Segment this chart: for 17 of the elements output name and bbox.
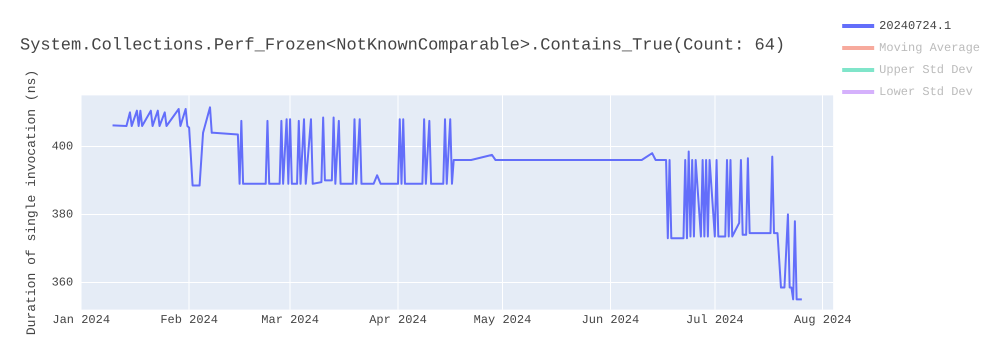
x-tick-label: Jun 2024	[582, 312, 640, 327]
legend-label: Lower Std Dev	[879, 85, 973, 100]
y-tick-label: 400	[52, 140, 74, 154]
y-axis-title: Duration of single invocation (ns)	[24, 70, 40, 336]
x-tick-label: Jan 2024	[52, 312, 110, 327]
x-tick-label: May 2024	[474, 312, 532, 327]
y-tick-label: 360	[52, 276, 74, 290]
chart-title: System.Collections.Perf_Frozen<NotKnownComparable>.Contains_True(Count: 64)	[20, 36, 786, 56]
x-tick-label: Aug 2024	[794, 312, 852, 327]
x-tick-label: Mar 2024	[261, 312, 319, 327]
y-tick-label: 380	[52, 208, 74, 222]
legend-label: Moving Average	[879, 41, 980, 56]
x-tick-label: Feb 2024	[160, 312, 218, 327]
x-tick-label: Apr 2024	[369, 312, 427, 327]
x-tick-label: Jul 2024	[686, 312, 744, 327]
legend-label: Upper Std Dev	[879, 63, 973, 78]
legend-label: 20240724.1	[879, 19, 952, 34]
